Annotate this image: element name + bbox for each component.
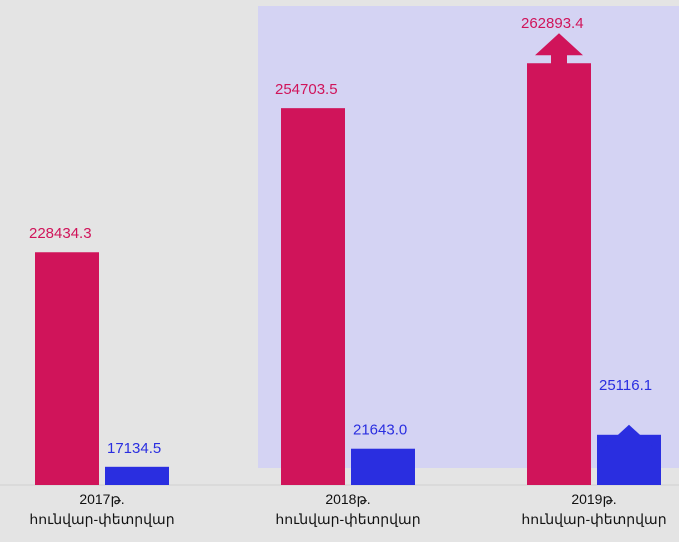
bar <box>35 252 99 485</box>
value-label: 17134.5 <box>107 440 161 457</box>
value-label: 262893.4 <box>521 15 584 32</box>
bar <box>527 63 591 485</box>
up-arrow <box>535 33 583 66</box>
x-tick-label: 2019թ. հունվար-փետրվար <box>521 491 667 527</box>
value-label: 254703.5 <box>275 81 338 98</box>
x-tick-label: 2018թ. հունվար-փետրվար <box>275 491 421 527</box>
value-label: 21643.0 <box>353 422 407 439</box>
bar <box>105 466 169 485</box>
value-label: 25116.1 <box>599 377 652 394</box>
bar <box>351 448 415 485</box>
value-label: 228434.3 <box>29 225 92 242</box>
x-tick-label: 2017թ. հունվար-փետրվար <box>29 491 175 527</box>
bar <box>281 108 345 485</box>
up-arrow <box>605 424 653 457</box>
